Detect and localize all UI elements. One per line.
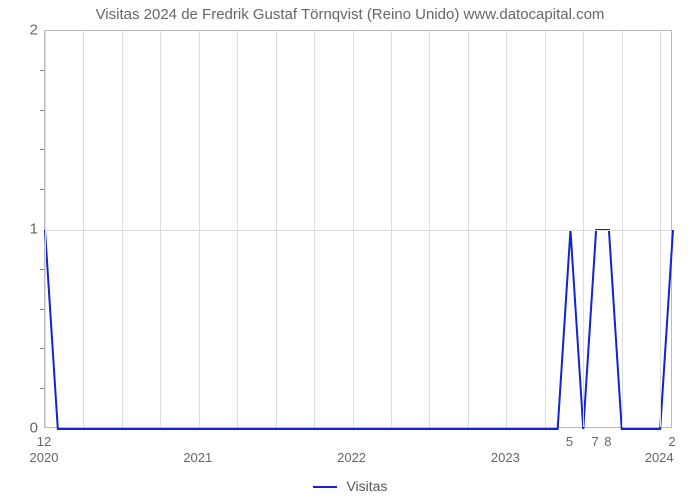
vgrid — [468, 31, 469, 427]
vgrid — [506, 31, 507, 427]
vgrid — [545, 31, 546, 427]
y-minor-tick — [40, 388, 44, 389]
vgrid — [583, 31, 584, 427]
x-year-label: 2024 — [645, 450, 674, 465]
y-tick-label: 0 — [8, 420, 38, 437]
vgrid — [622, 31, 623, 427]
y-tick-label: 1 — [8, 221, 38, 238]
vgrid — [429, 31, 430, 427]
vgrid — [45, 31, 46, 427]
series-line — [45, 230, 673, 429]
chart-plot-area — [44, 30, 672, 428]
legend-label: Visitas — [346, 478, 387, 494]
vgrid — [391, 31, 392, 427]
chart-svg — [45, 31, 671, 427]
x-year-label: 2021 — [183, 450, 212, 465]
legend-swatch — [313, 486, 337, 488]
vgrid — [83, 31, 84, 427]
x-sub-label: 8 — [604, 434, 611, 449]
y-minor-tick — [40, 189, 44, 190]
y-minor-tick — [40, 149, 44, 150]
x-year-label: 2022 — [337, 450, 366, 465]
hgrid — [45, 230, 671, 231]
chart-legend: Visitas — [0, 478, 700, 494]
x-year-label: 2023 — [491, 450, 520, 465]
vgrid — [237, 31, 238, 427]
vgrid — [122, 31, 123, 427]
x-sub-label: 5 — [566, 434, 573, 449]
vgrid — [353, 31, 354, 427]
vgrid — [199, 31, 200, 427]
y-minor-tick — [40, 309, 44, 310]
vgrid — [660, 31, 661, 427]
y-tick-label: 2 — [8, 22, 38, 39]
x-sub-label: 12 — [37, 434, 51, 449]
x-sub-label: 2 — [668, 434, 675, 449]
chart-title: Visitas 2024 de Fredrik Gustaf Törnqvist… — [0, 6, 700, 23]
y-minor-tick — [40, 110, 44, 111]
vgrid — [160, 31, 161, 427]
vgrid — [276, 31, 277, 427]
vgrid — [314, 31, 315, 427]
y-minor-tick — [40, 348, 44, 349]
y-minor-tick — [40, 70, 44, 71]
y-minor-tick — [40, 269, 44, 270]
x-year-label: 2020 — [30, 450, 59, 465]
x-sub-label: 7 — [591, 434, 598, 449]
